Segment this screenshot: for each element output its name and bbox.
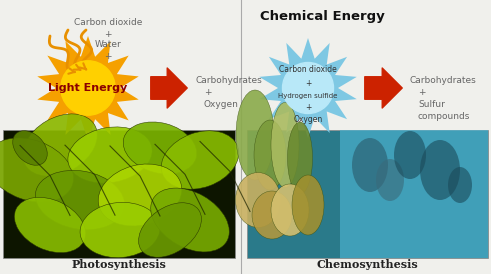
Ellipse shape: [394, 131, 426, 179]
Text: Hydrogen sulfide: Hydrogen sulfide: [278, 93, 338, 99]
Ellipse shape: [292, 175, 324, 235]
Text: Water: Water: [95, 40, 121, 49]
Bar: [340, 130, 488, 258]
Ellipse shape: [14, 197, 85, 253]
Ellipse shape: [288, 122, 312, 194]
Ellipse shape: [376, 159, 404, 201]
Ellipse shape: [271, 102, 299, 187]
Ellipse shape: [352, 138, 388, 192]
Text: Carbohydrates: Carbohydrates: [196, 76, 263, 85]
Text: Carbon dioxide: Carbon dioxide: [279, 65, 337, 75]
Text: +: +: [204, 88, 212, 97]
Ellipse shape: [448, 167, 472, 203]
Text: Sulfur: Sulfur: [418, 100, 445, 109]
Ellipse shape: [138, 203, 201, 257]
Text: Photosynthesis: Photosynthesis: [72, 259, 166, 270]
Text: Carbon dioxide: Carbon dioxide: [74, 18, 142, 27]
Text: Oxygen: Oxygen: [294, 116, 323, 124]
Circle shape: [61, 61, 115, 115]
Ellipse shape: [0, 138, 74, 202]
Text: Light Energy: Light Energy: [49, 83, 128, 93]
Text: compounds: compounds: [418, 112, 470, 121]
Text: +: +: [305, 79, 311, 89]
Ellipse shape: [68, 127, 152, 183]
Ellipse shape: [271, 184, 309, 236]
Text: Oxygen: Oxygen: [204, 100, 239, 109]
Polygon shape: [259, 38, 357, 138]
Ellipse shape: [420, 140, 460, 200]
Text: Chemosynthesis: Chemosynthesis: [317, 259, 418, 270]
Ellipse shape: [35, 170, 125, 230]
Bar: [3, 130, 235, 258]
Text: Carbohydrates: Carbohydrates: [410, 76, 477, 85]
Ellipse shape: [236, 90, 274, 180]
Text: +: +: [418, 88, 426, 97]
Bar: [247, 130, 488, 258]
Ellipse shape: [252, 191, 292, 239]
Ellipse shape: [236, 173, 280, 227]
Ellipse shape: [80, 202, 160, 258]
Text: Chemical Energy: Chemical Energy: [260, 10, 385, 23]
Text: +: +: [104, 30, 112, 39]
Text: +: +: [104, 52, 112, 61]
Ellipse shape: [161, 131, 239, 189]
Ellipse shape: [98, 164, 182, 226]
Circle shape: [282, 62, 333, 113]
Ellipse shape: [13, 131, 47, 165]
Text: +: +: [305, 104, 311, 113]
Polygon shape: [37, 36, 138, 140]
Ellipse shape: [151, 188, 229, 252]
Ellipse shape: [254, 120, 286, 190]
Ellipse shape: [23, 114, 97, 176]
Ellipse shape: [123, 122, 197, 174]
